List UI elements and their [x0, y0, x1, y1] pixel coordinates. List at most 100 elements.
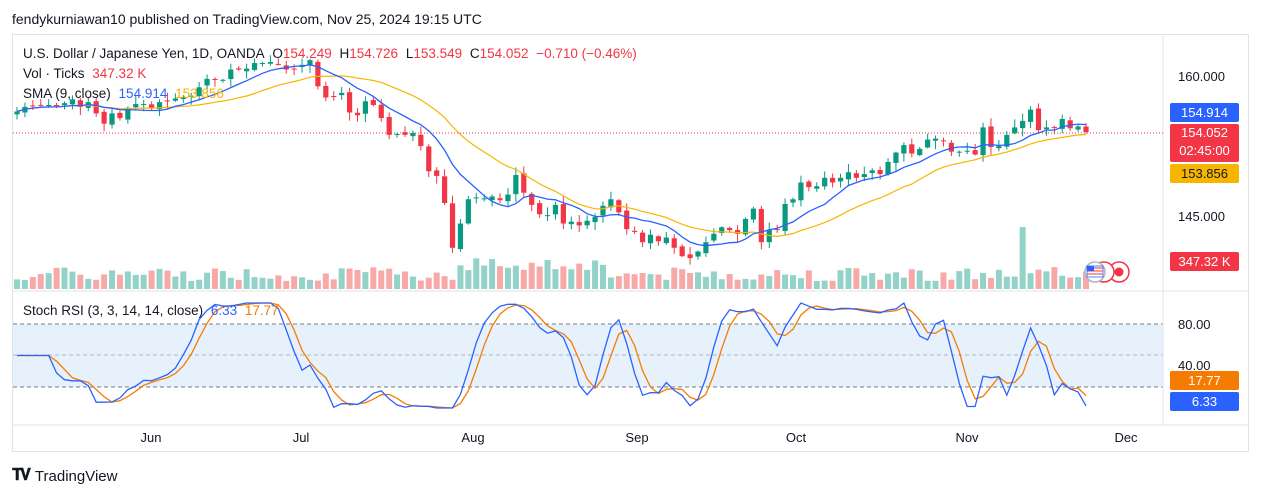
candle: [69, 95, 76, 110]
candle: [893, 151, 899, 172]
volume-bar: [283, 280, 290, 289]
volume-bar: [687, 273, 694, 289]
volume-bar: [1051, 267, 1058, 289]
volume-bar: [964, 268, 971, 289]
volume-bar: [457, 265, 464, 289]
footer-brand[interactable]: 𝐓𝐕 TradingView: [12, 467, 117, 485]
volume-bar: [853, 268, 860, 289]
volume-bar: [900, 277, 907, 289]
candle: [497, 193, 503, 204]
candle: [822, 171, 828, 190]
economic-events-icon[interactable]: [1084, 261, 1130, 283]
volume-bar: [750, 279, 757, 289]
volume-bar: [243, 269, 250, 289]
candle: [370, 95, 376, 107]
stoch-tick-40: 40.00: [1178, 358, 1211, 373]
candle: [220, 78, 226, 83]
last-price-tag: 154.052 02:45:00: [1170, 124, 1239, 162]
candle: [267, 55, 273, 66]
volume-bar: [497, 266, 504, 289]
volume-bar: [14, 279, 20, 289]
candle: [624, 203, 630, 235]
countdown-timer: 02:45:00: [1179, 143, 1230, 158]
candle: [426, 144, 432, 178]
volume-bar: [528, 262, 535, 289]
volume-bar: [774, 270, 781, 289]
volume-bar: [845, 267, 852, 289]
candle: [750, 206, 757, 223]
volume-value: 347.32 K: [92, 66, 147, 81]
candle: [1004, 131, 1010, 150]
volume-bar: [1019, 227, 1026, 289]
volume-bar: [362, 272, 369, 289]
volume-bar: [592, 260, 599, 289]
volume-bar: [885, 273, 892, 289]
candle: [932, 135, 939, 150]
volume-bar: [663, 279, 670, 289]
volume-bar: [734, 279, 741, 289]
sma-fast-tag: 154.914: [1170, 103, 1239, 122]
candle: [1012, 119, 1018, 135]
volume-bar: [837, 270, 844, 289]
candle: [568, 216, 574, 230]
volume-label: Vol · Ticks: [23, 66, 85, 81]
volume-bar: [172, 276, 179, 289]
volume-bar: [1003, 276, 1010, 289]
candle: [909, 138, 915, 158]
candle: [93, 97, 99, 117]
candle: [259, 61, 266, 67]
candle: [244, 63, 250, 79]
x-label-sep: Sep: [625, 430, 649, 445]
volume-bar: [291, 276, 298, 289]
candle: [853, 170, 859, 182]
volume-bar: [275, 275, 282, 289]
symbol-name[interactable]: U.S. Dollar / Japanese Yen, 1D, OANDA: [23, 46, 265, 61]
volume-bar: [940, 272, 947, 289]
legend-volume[interactable]: Vol · Ticks 347.32 K: [23, 66, 150, 81]
volume-bar: [869, 272, 876, 289]
publisher-line: fendykurniawan10 published on TradingVie…: [12, 11, 482, 27]
volume-bar: [877, 279, 884, 289]
volume-bar: [93, 279, 100, 289]
volume-bar: [655, 274, 662, 289]
volume-bar: [402, 271, 409, 289]
volume-bar: [267, 278, 274, 289]
volume-bar: [330, 279, 337, 289]
volume-bar: [758, 274, 765, 289]
sma-fast-value: 154.914: [118, 86, 168, 101]
candle: [442, 169, 448, 206]
ohlc-open: O154.249: [272, 46, 332, 61]
volume-bar: [829, 280, 836, 289]
candle: [687, 247, 693, 265]
volume-bar: [1027, 273, 1034, 289]
legend-sma[interactable]: SMA (9, close) 154.914 153.856: [23, 86, 228, 101]
candle: [639, 229, 646, 248]
stoch-k-line: [17, 301, 1087, 409]
volume-bar: [742, 278, 749, 289]
volume-bar: [782, 274, 789, 289]
sma-fast-line: [16, 64, 1087, 247]
price-change: −0.710 (−0.46%): [536, 46, 637, 61]
volume-bar: [69, 271, 76, 289]
volume-bar: [140, 274, 147, 289]
volume-bar: [504, 267, 511, 289]
volume-bar: [449, 279, 456, 289]
volume-bar: [647, 274, 654, 289]
candle: [980, 122, 986, 162]
candle: [1083, 123, 1089, 134]
volume-bar: [227, 277, 234, 289]
legend-main[interactable]: U.S. Dollar / Japanese Yen, 1D, OANDA O1…: [23, 46, 641, 61]
volume-bar: [995, 269, 1002, 289]
candle: [236, 66, 242, 71]
candle: [172, 93, 178, 102]
candle: [109, 107, 115, 129]
candle: [457, 218, 464, 252]
volume-bar: [259, 277, 266, 289]
legend-stoch[interactable]: Stoch RSI (3, 3, 14, 14, close) 6.33 17.…: [23, 303, 283, 318]
volume-bar: [679, 269, 686, 289]
stoch-label: Stoch RSI (3, 3, 14, 14, close): [23, 303, 204, 318]
volume-bar: [101, 274, 108, 289]
candle: [101, 109, 107, 132]
volume-bar: [805, 270, 812, 289]
